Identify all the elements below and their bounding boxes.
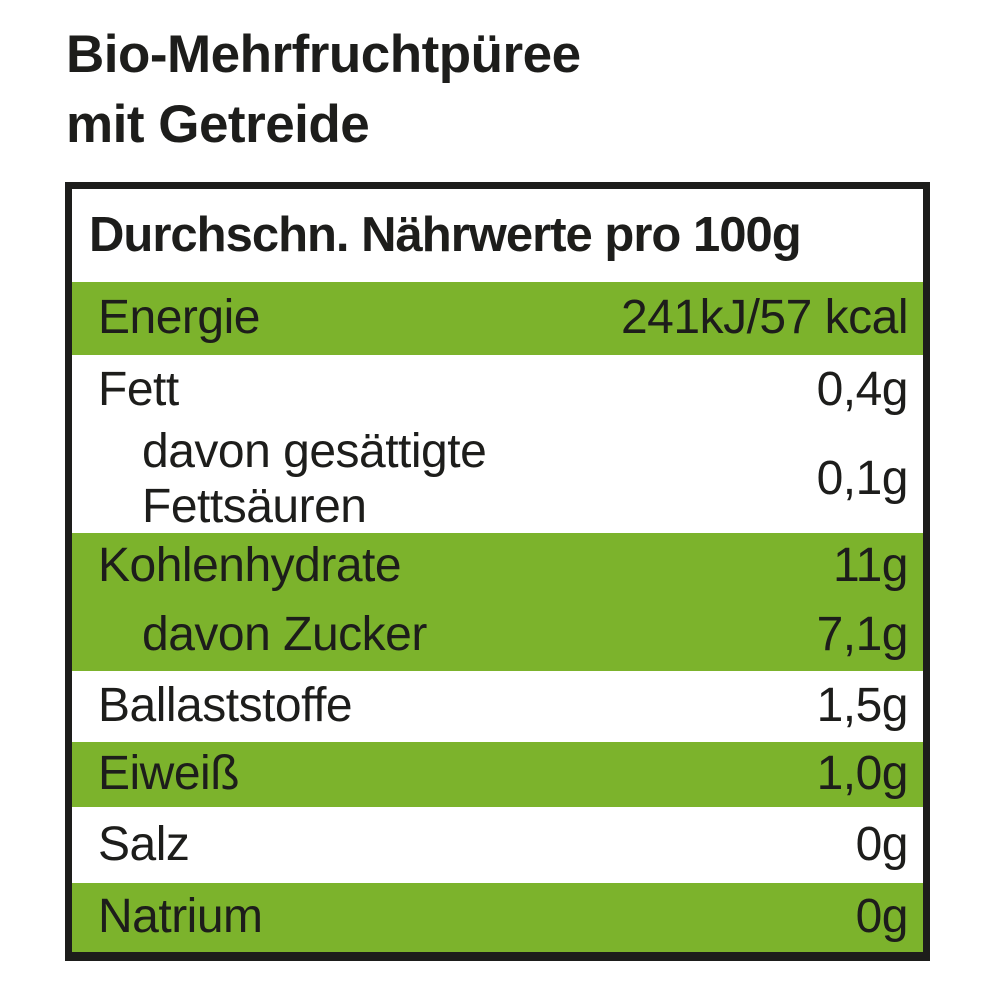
product-title: Bio-Mehrfruchtpüree mit Getreide (66, 20, 581, 160)
row-natrium-value: 0g (855, 890, 909, 944)
row-natrium: Natrium 0g (72, 883, 923, 952)
row-energie-label: Energie (98, 291, 260, 345)
nutrition-table-header-text: Durchschn. Nährwerte pro 100g (89, 207, 802, 262)
row-davon-zucker-value: 7,1g (816, 607, 909, 661)
row-natrium-label: Natrium (98, 890, 263, 944)
nutrition-table: Durchschn. Nährwerte pro 100g Energie 24… (65, 182, 930, 961)
row-salz-value: 0g (855, 817, 909, 871)
row-ballaststoffe-label: Ballaststoffe (98, 679, 353, 733)
row-gesaettigte-fettsaeuren-value: 0,1g (816, 451, 909, 505)
row-davon-zucker-label: davon Zucker (142, 607, 427, 661)
row-gesaettigte-fettsaeuren: davon gesättigte Fettsäuren 0,1g (72, 425, 923, 533)
row-eiweiss: Eiweiß 1,0g (72, 742, 923, 807)
nutrition-table-header: Durchschn. Nährwerte pro 100g (72, 189, 923, 282)
row-fett: Fett 0,4g (72, 355, 923, 425)
row-fett-value: 0,4g (816, 362, 909, 416)
row-eiweiss-value: 1,0g (816, 747, 909, 801)
row-davon-zucker: davon Zucker 7,1g (72, 599, 923, 671)
row-ballaststoffe-value: 1,5g (816, 679, 909, 733)
product-title-line2: mit Getreide (66, 95, 370, 154)
row-eiweiss-label: Eiweiß (98, 747, 240, 801)
row-kohlenhydrate: Kohlenhydrate 11g (72, 533, 923, 599)
row-energie-value: 241kJ/57 kcal (620, 291, 909, 345)
row-kohlenhydrate-label: Kohlenhydrate (98, 538, 402, 592)
row-fett-label: Fett (98, 362, 179, 416)
row-kohlenhydrate-value: 11g (832, 538, 909, 592)
product-title-line1: Bio-Mehrfruchtpüree (66, 25, 581, 84)
row-salz-label: Salz (98, 817, 190, 871)
row-ballaststoffe: Ballaststoffe 1,5g (72, 671, 923, 742)
row-energie: Energie 241kJ/57 kcal (72, 282, 923, 355)
row-salz: Salz 0g (72, 807, 923, 883)
row-gesaettigte-fettsaeuren-label: davon gesättigte Fettsäuren (142, 424, 487, 533)
